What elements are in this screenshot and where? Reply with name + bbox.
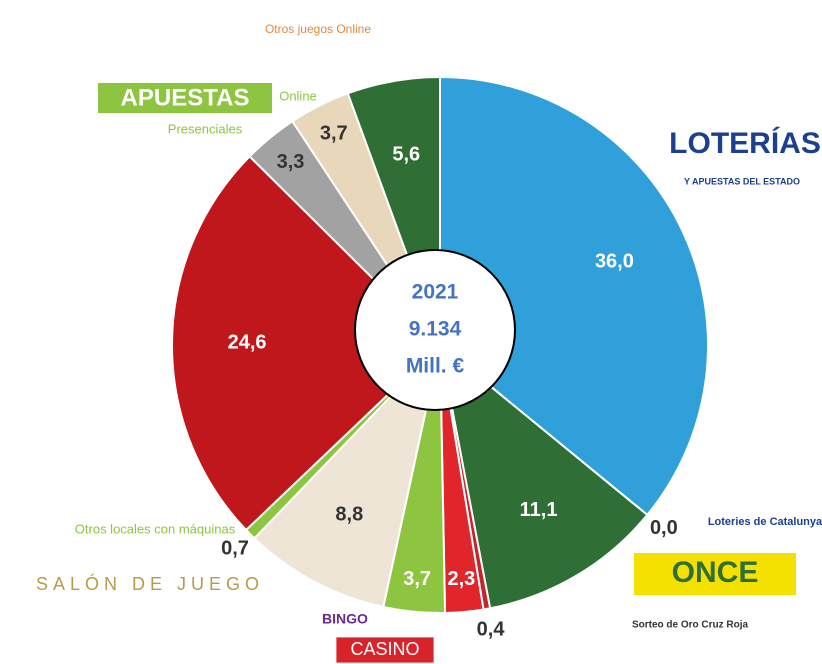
value-label: 8,8 [335,504,363,526]
value-label: 24,6 [228,331,267,353]
value-label: 36,0 [595,251,634,273]
category-label: Presenciales [168,121,243,136]
category-label: ONCE [672,556,759,589]
category-label: Otros juegos Online [265,22,371,36]
category-label: Sorteo de Oro Cruz Roja [632,620,749,631]
chart: APUESTAS Y APUESTAS DEL ESTADO 36,0 0,0 11… [0,0,822,664]
center-label: 9.134 [409,318,462,341]
value-label: 3,3 [277,151,305,173]
center-label: 2021 [412,281,459,304]
category-label: Online [279,88,317,103]
value-label: 0,7 [221,538,249,560]
category-label: LOTERÍAS [669,126,821,160]
apuestas-label: APUESTAS [121,84,250,111]
value-label: 11,1 [520,499,558,521]
category-label: Loteries de Catalunya [708,516,822,528]
loterias-subtitle: Y APUESTAS DEL ESTADO [684,176,800,186]
category-label: BINGO [322,611,368,627]
value-label: 5,6 [392,143,420,165]
value-label: 3,7 [320,123,348,145]
value-label: 0,0 [650,517,678,539]
value-label: 3,7 [403,568,431,590]
category-label: CASINO [350,639,419,659]
value-label: 0,4 [477,618,506,640]
center-label: Mill. € [406,355,465,378]
value-label: 2,3 [448,568,476,590]
category-label: SALÓN DE JUEGO [36,573,264,594]
category-label: Otros locales con máquinas [75,521,236,536]
